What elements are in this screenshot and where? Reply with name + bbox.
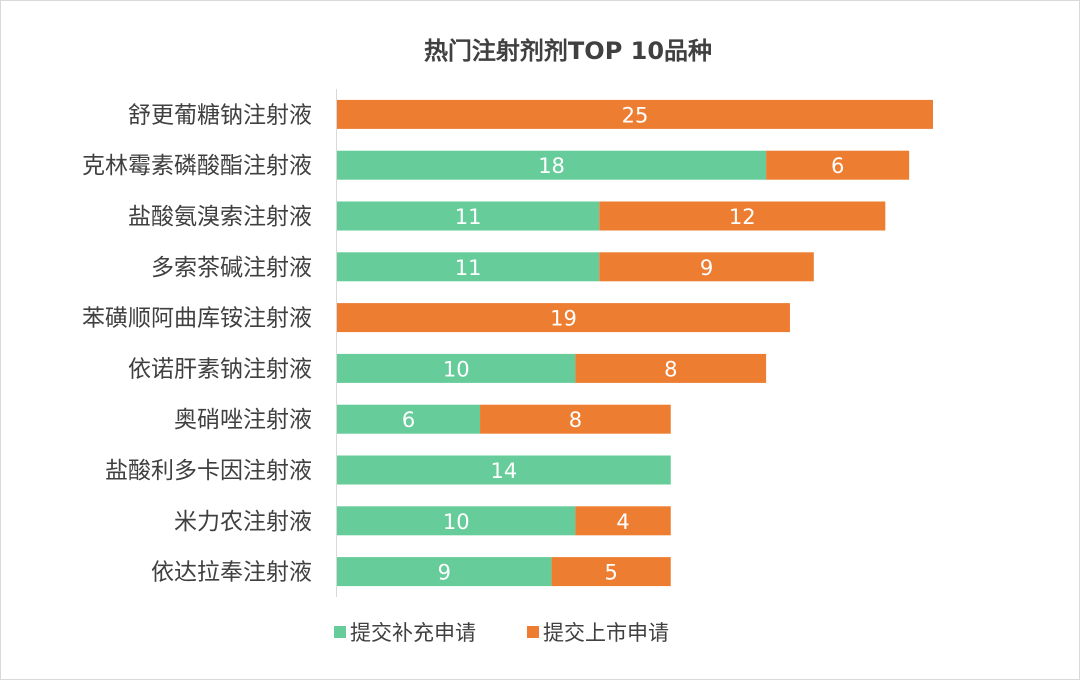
- bar-segment: [551, 557, 671, 587]
- legend-label: 提交上市申请: [543, 621, 669, 645]
- category-label: 盐酸氨溴索注射液: [128, 204, 312, 230]
- bar-value-label: 25: [622, 103, 649, 127]
- bar-segment: [337, 99, 933, 129]
- bar-value-label: 5: [604, 561, 617, 585]
- bar-value-label: 11: [455, 256, 482, 280]
- bar-segment: [337, 252, 600, 282]
- bar-value-label: 6: [402, 408, 415, 432]
- bar-segment: [599, 252, 814, 282]
- bar-value-label: 19: [550, 307, 577, 331]
- category-label: 米力农注射液: [174, 509, 312, 535]
- bar-value-label: 8: [664, 357, 677, 381]
- legend-swatch: [334, 626, 346, 638]
- chart-title: 热门注射剂剂TOP 10品种: [424, 37, 712, 65]
- bar-segment: [337, 150, 767, 180]
- legend-label: 提交补充申请: [350, 621, 476, 645]
- category-label: 依达拉奉注射液: [151, 560, 312, 586]
- category-label: 奥硝唑注射液: [174, 407, 312, 433]
- bar-value-label: 9: [700, 256, 713, 280]
- bar-segment: [337, 353, 576, 383]
- bar-value-label: 10: [443, 357, 470, 381]
- category-label: 苯磺顺阿曲库铵注射液: [82, 306, 312, 332]
- category-label: 盐酸利多卡因注射液: [105, 458, 312, 484]
- bar-segment: [337, 201, 600, 231]
- bar-value-label: 14: [491, 459, 518, 483]
- bar-segment: [337, 506, 576, 536]
- bar-value-label: 9: [438, 561, 451, 585]
- bar-segment: [337, 404, 481, 434]
- bar-value-label: 10: [443, 510, 470, 534]
- bar-value-label: 18: [538, 154, 565, 178]
- bars-group: 25 18 6 11 12 11 9 19 10 8 6 8 14 10 4 9 5: [337, 99, 933, 587]
- category-label: 依诺肝素钠注射液: [128, 356, 312, 382]
- legend: 提交补充申请 提交上市申请: [334, 621, 669, 645]
- category-label: 多索茶碱注射液: [151, 255, 312, 281]
- bar-segment: [337, 303, 790, 333]
- bar-segment: [337, 557, 552, 587]
- category-labels-group: 舒更葡糖钠注射液克林霉素磷酸酯注射液盐酸氨溴索注射液多索茶碱注射液苯磺顺阿曲库铵…: [82, 102, 312, 585]
- bar-value-label: 6: [831, 154, 844, 178]
- category-label: 舒更葡糖钠注射液: [128, 102, 312, 128]
- bar-segment: [337, 455, 671, 485]
- bar-segment: [766, 150, 910, 180]
- bar-value-label: 11: [455, 205, 482, 229]
- category-label: 克林霉素磷酸酯注射液: [82, 153, 312, 179]
- bar-segment: [575, 506, 671, 536]
- legend-swatch: [527, 626, 539, 638]
- bar-segment: [575, 353, 767, 383]
- bar-segment: [599, 201, 886, 231]
- bar-segment: [480, 404, 671, 434]
- bar-value-label: 12: [729, 205, 756, 229]
- bar-value-label: 8: [569, 408, 582, 432]
- bar-value-label: 4: [616, 510, 629, 534]
